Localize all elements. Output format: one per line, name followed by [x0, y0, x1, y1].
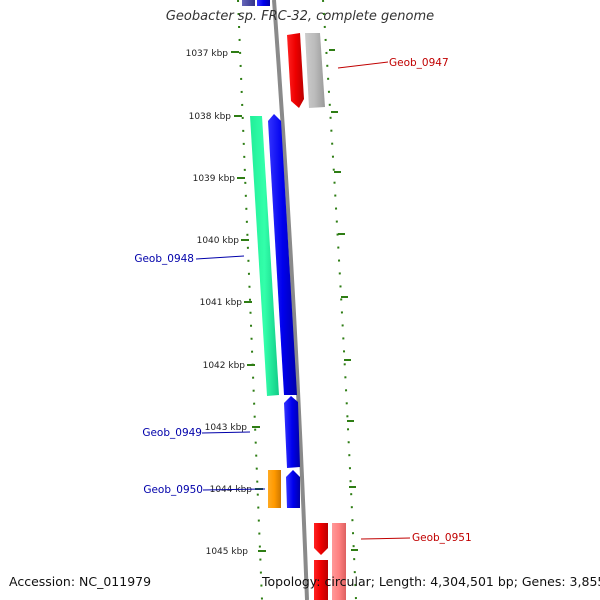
gene-geob-0951[interactable]	[314, 523, 328, 555]
tick-label: 1043 kbp	[205, 423, 248, 433]
tick-label: 1041 kbp	[200, 298, 243, 308]
label-line-geob-0949	[201, 431, 251, 434]
gene-geob-0950-homolog[interactable]	[268, 470, 281, 508]
tick-label: 1037 kbp	[186, 49, 229, 59]
outer-ruler-major-ticks	[329, 49, 358, 551]
tick-label: 1040 kbp	[197, 236, 240, 246]
tick-label: 1038 kbp	[189, 112, 232, 122]
inner-ruler	[237, 0, 263, 600]
tick-labels: 1037 kbp 1038 kbp 1039 kbp 1040 kbp 1041…	[186, 49, 253, 557]
tick-label: 1042 kbp	[203, 361, 246, 371]
gene-label-geob-0951[interactable]: Geob_0951	[412, 532, 472, 544]
gene-partial-top-blue[interactable]	[257, 0, 270, 6]
label-line-geob-0950	[202, 488, 266, 491]
gene-label-geob-0949[interactable]: Geob_0949	[142, 427, 202, 439]
outer-ruler	[322, 0, 357, 600]
gene-partial-top-navy[interactable]	[242, 0, 255, 6]
tick-label: 1045 kbp	[206, 547, 249, 557]
gene-geob-0951-homolog[interactable]	[332, 523, 346, 600]
gene-geob-0951-lower[interactable]	[314, 560, 328, 600]
gene-geob-0949[interactable]	[284, 396, 300, 468]
page-title: Geobacter sp. FRC-32, complete genome	[165, 9, 435, 24]
topology-text: Topology: circular; Length: 4,304,501 bp…	[262, 574, 600, 589]
tick-label: 1039 kbp	[193, 174, 236, 184]
gene-geob-0947-homolog[interactable]	[305, 33, 325, 108]
gene-geob-0947[interactable]	[287, 33, 304, 108]
label-line-geob-0951	[360, 537, 411, 540]
gene-label-geob-0947[interactable]: Geob_0947	[389, 57, 449, 69]
gene-label-geob-0948[interactable]: Geob_0948	[134, 253, 194, 265]
label-line-geob-0947	[337, 61, 389, 69]
genome-backbone	[272, 0, 309, 600]
accession-text: Accession: NC_011979	[9, 574, 152, 589]
gene-geob-0950[interactable]	[286, 470, 300, 508]
label-line-geob-0948	[195, 255, 245, 260]
gene-geob-0948[interactable]	[268, 114, 297, 395]
gene-label-geob-0950[interactable]: Geob_0950	[143, 484, 203, 496]
gene-geob-0948-homolog[interactable]	[250, 116, 279, 396]
